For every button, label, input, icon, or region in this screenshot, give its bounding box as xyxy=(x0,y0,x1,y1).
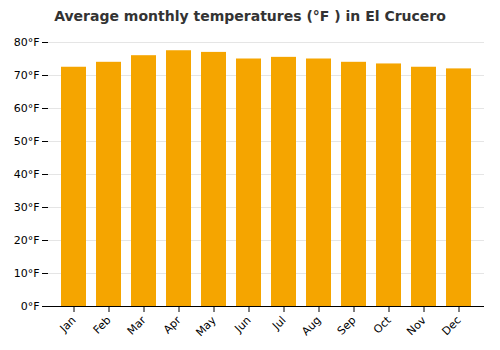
svg-text:Jan: Jan xyxy=(57,314,79,336)
svg-text:20°F: 20°F xyxy=(14,234,40,247)
svg-text:Mar: Mar xyxy=(125,313,149,337)
svg-text:Oct: Oct xyxy=(371,313,394,336)
svg-text:Apr: Apr xyxy=(161,313,184,336)
svg-text:Dec: Dec xyxy=(439,314,463,338)
svg-text:10°F: 10°F xyxy=(14,267,40,280)
html-text:Average monthly temperatures (: Average monthly temperatures (°F ) in El… xyxy=(54,8,446,24)
svg-text:May: May xyxy=(193,313,219,339)
svg-text:Nov: Nov xyxy=(404,313,429,338)
svg-text:30°F: 30°F xyxy=(14,201,40,214)
svg-text:70°F: 70°F xyxy=(14,69,40,82)
svg-text:40°F: 40°F xyxy=(14,168,40,181)
svg-text:0°F: 0°F xyxy=(21,300,40,313)
svg-text:60°F: 60°F xyxy=(14,102,40,115)
svg-text:Jul: Jul xyxy=(269,314,288,333)
svg-text:Feb: Feb xyxy=(91,314,114,337)
svg-text:Aug: Aug xyxy=(299,314,323,338)
svg-text:Jun: Jun xyxy=(232,314,254,336)
svg-text:80°F: 80°F xyxy=(14,36,40,49)
svg-text:50°F: 50°F xyxy=(14,135,40,148)
svg-text:Sep: Sep xyxy=(335,314,359,338)
